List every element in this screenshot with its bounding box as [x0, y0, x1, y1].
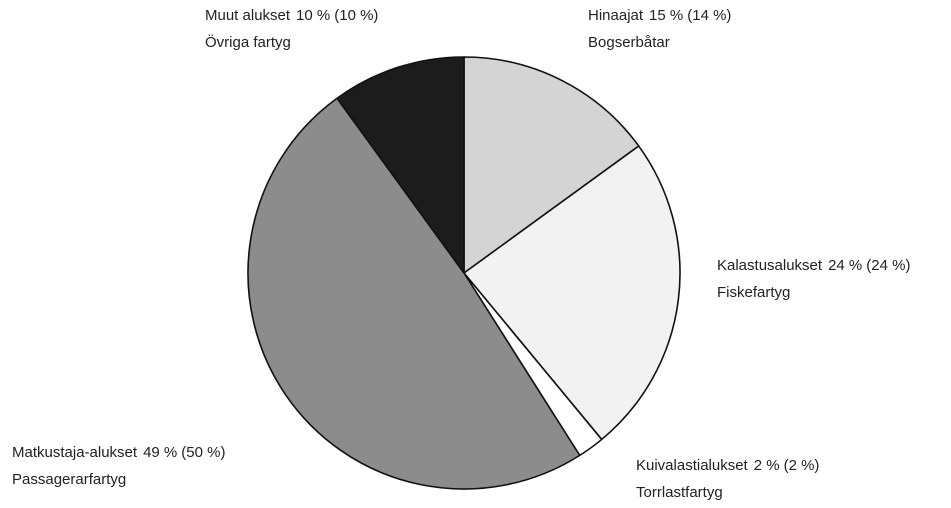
previous-value-label: (14 %): [687, 7, 731, 24]
slice-label: Hinaajat 15 % (14 %): [588, 7, 731, 24]
category-name-sv: Passagerarfartyg: [12, 471, 126, 488]
category-name: Hinaajat: [588, 7, 644, 24]
category-name: Kuivalastialukset: [636, 457, 749, 474]
previous-value-label: (24 %): [866, 257, 910, 274]
previous-value-label: (2 %): [784, 457, 820, 474]
category-name: Kalastusalukset: [717, 257, 823, 274]
value-label: 2 %: [754, 457, 780, 474]
value-label: 10 %: [296, 7, 330, 24]
value-label: 24 %: [828, 257, 862, 274]
pie-slice: [247, 97, 581, 490]
slice-label: Muut alukset 10 % (10 %): [205, 7, 378, 24]
category-name-sv: Torrlastfartyg: [636, 484, 723, 501]
category-name-sv: Bogserbåtar: [588, 34, 670, 51]
slice-label: Kalastusalukset 24 % (24 %): [717, 257, 910, 274]
pie-slice: [463, 56, 640, 274]
pie-slice: [463, 145, 681, 441]
previous-value-label: (10 %): [334, 7, 378, 24]
pie-slice: [336, 56, 465, 274]
category-name: Matkustaja-alukset: [12, 444, 138, 461]
category-name-sv: Övriga fartyg: [205, 33, 291, 51]
value-label: 15 %: [649, 7, 683, 24]
category-name: Muut alukset: [205, 7, 291, 24]
previous-value-label: (50 %): [181, 444, 225, 461]
value-label: 49 %: [143, 444, 177, 461]
slice-label: Matkustaja-alukset 49 % (50 %): [12, 444, 225, 461]
category-name-sv: Fiskefartyg: [717, 284, 790, 301]
slice-label: Kuivalastialukset 2 % (2 %): [636, 457, 819, 474]
